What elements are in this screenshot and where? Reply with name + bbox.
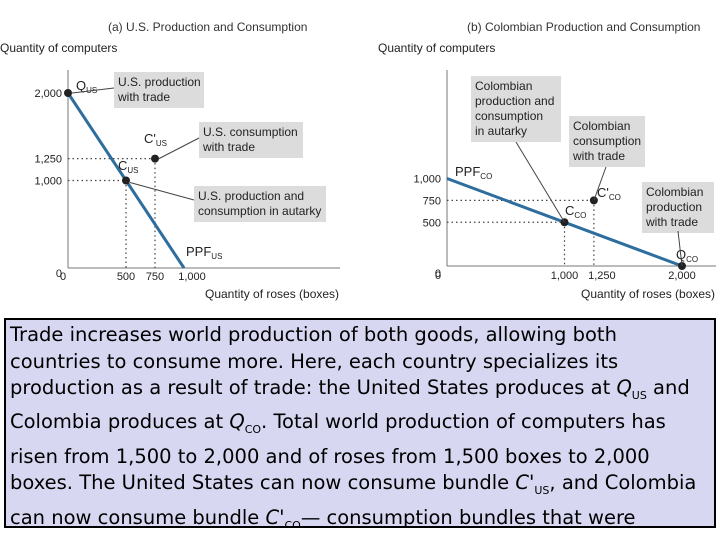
panel-b-ytick-2: 750 bbox=[423, 195, 441, 207]
panel-a-connector-autarky bbox=[129, 182, 195, 201]
panel-a-callout-autarky-line-1: consumption in autarky bbox=[198, 204, 321, 218]
panel-a-callout-autarky-line-0: U.S. production and bbox=[198, 189, 304, 203]
panel-a-label-q-main: Q bbox=[76, 78, 86, 93]
caption-q2: Q bbox=[229, 410, 245, 434]
panel-b-label-q-sub: CO bbox=[686, 255, 698, 264]
panel-a-callout-cons-line-0: U.S. consumption bbox=[203, 125, 298, 139]
panel-a-ytick-0: 0 bbox=[56, 268, 62, 280]
panel-b-label-cp-main: C' bbox=[597, 185, 609, 200]
caption-text-1: Trade increases world production of both… bbox=[10, 323, 619, 399]
panel-a-label-c-main: C bbox=[118, 158, 127, 173]
panel-a-point-2 bbox=[151, 154, 159, 163]
panel-a-connector-cons bbox=[158, 137, 200, 160]
panel-b-connector-cons bbox=[593, 166, 607, 201]
panel-a-callout-cons-box bbox=[199, 122, 303, 158]
caption-cp-co-sub: CO bbox=[284, 518, 301, 528]
caption-q: Q bbox=[616, 376, 632, 399]
caption-q-co-sub: CO bbox=[244, 423, 262, 437]
panel-b-label-c-main: C bbox=[565, 203, 574, 218]
panel-b-label-cp: C'CO bbox=[597, 185, 621, 202]
panel-b-xlabel: Quantity of roses (boxes) bbox=[581, 287, 715, 301]
panel-b-callout-prod-box bbox=[642, 182, 714, 233]
panel-a-xlabel: Quantity of roses (boxes) bbox=[205, 287, 339, 301]
panel-a-callout-prod-line-0: U.S. production bbox=[118, 75, 201, 89]
caption-cp2: C' bbox=[265, 505, 285, 528]
panel-a-ytick-2: 1,250 bbox=[34, 154, 62, 166]
panel-a-label-cp-sub: US bbox=[156, 139, 167, 148]
panel-a-label-ppf: PPFUS bbox=[186, 244, 222, 261]
panel-b-connector-autarky bbox=[515, 141, 565, 223]
caption-text-5: — consumption bundles that were unattain… bbox=[300, 505, 636, 528]
panel-a-xtick-1: 500 bbox=[117, 271, 135, 283]
panel-b-ytick-3: 1,000 bbox=[413, 174, 441, 186]
panel-a-label-ppf-sub: US bbox=[211, 252, 222, 261]
caption-text-4: , and Colombia can now consume bundle bbox=[10, 471, 697, 528]
chart-svg: (a) U.S. Production and Consumption Quan… bbox=[0, 20, 716, 301]
panel-a-point-1 bbox=[122, 176, 130, 185]
panel-a-label-c-sub: US bbox=[127, 166, 138, 175]
panel-b-callout-autarky-box bbox=[471, 76, 561, 142]
panel-b-label-cp-sub: CO bbox=[609, 193, 621, 202]
panel-b-connector-prod bbox=[677, 230, 683, 267]
panel-b-label-ppf-main: PPF bbox=[455, 164, 480, 179]
panel-b-callout-cons-box bbox=[569, 116, 645, 167]
panel-b-callout-cons-line-1: consumption bbox=[573, 134, 641, 148]
panel-a-ytick-3: 2,000 bbox=[34, 88, 62, 100]
figure: (a) U.S. Production and Consumption Quan… bbox=[0, 20, 716, 301]
panel-b-callout-prod-line-2: with trade bbox=[645, 215, 698, 229]
panel-b-title: (b) Colombian Production and Consumption bbox=[467, 20, 700, 34]
caption-text-3: . Total world production of computers ha… bbox=[10, 410, 666, 495]
panel-b-callout-autarky-line-3: in autarky bbox=[475, 124, 527, 138]
panel-b-ytick-1: 500 bbox=[423, 217, 441, 229]
panel-b-callout-prod-line-1: production bbox=[646, 200, 702, 214]
panel-a-callout-cons-line-1: with trade bbox=[202, 140, 255, 154]
panel-a-callout-autarky-box bbox=[194, 186, 326, 222]
panel-a-xtick-0: 0 bbox=[60, 271, 66, 283]
panel-b-xtick-3: 2,000 bbox=[668, 270, 696, 282]
panel-b-label-ppf: PPFCO bbox=[455, 164, 492, 181]
panel-a-label-cp-main: C' bbox=[144, 131, 156, 146]
panel-a-callout-prod-box bbox=[114, 72, 204, 108]
panel-a-ytick-1: 1,000 bbox=[34, 176, 62, 188]
caption-cp-us-sub: US bbox=[534, 484, 550, 498]
panel-b-callout-cons-line-2: with trade bbox=[572, 149, 625, 163]
panel-b-xtick-1: 1,000 bbox=[551, 270, 579, 282]
panel-b-ylabel: Quantity of computers bbox=[378, 41, 495, 55]
caption-box: Trade increases world production of both… bbox=[4, 318, 716, 528]
panel-b-callout-autarky-line-1: production and bbox=[475, 94, 554, 108]
panel-a-xtick-2: 750 bbox=[146, 271, 164, 283]
caption-q-us-sub: US bbox=[631, 388, 647, 402]
panel-a-connector-prod bbox=[71, 87, 115, 94]
panel-b-callout-prod-line-0: Colombian bbox=[646, 185, 703, 199]
panel-b-label-q: QCO bbox=[676, 247, 698, 264]
panel-b-callout-autarky-line-2: consumption bbox=[475, 109, 543, 123]
panel-b-callout-autarky-line-0: Colombian bbox=[475, 79, 532, 93]
panel-a-label-ppf-main: PPF bbox=[186, 244, 211, 259]
panel-a-label-cp: C'US bbox=[144, 131, 167, 148]
panel-b-label-ppf-sub: CO bbox=[480, 172, 492, 181]
panel-a-ylabel: Quantity of computers bbox=[0, 41, 117, 55]
panel-b-ytick-0: 0 bbox=[435, 268, 441, 280]
caption-cp: C' bbox=[515, 471, 535, 495]
panel-b-label-c-sub: CO bbox=[574, 211, 586, 220]
panel-b-xtick-2: 1,250 bbox=[588, 270, 616, 282]
panel-a-xtick-3: 1,000 bbox=[178, 271, 206, 283]
panel-b-label-c: CCO bbox=[565, 203, 586, 220]
panel-a-title: (a) U.S. Production and Consumption bbox=[108, 20, 307, 34]
panel-a-label-c: CUS bbox=[118, 158, 139, 175]
panel-b-callout-cons-line-0: Colombian bbox=[573, 119, 630, 133]
panel-b-xtick-0: 0 bbox=[435, 270, 441, 282]
caption-text-2: and Colombia produces at bbox=[10, 376, 690, 434]
panel-a-callout-prod-line-1: with trade bbox=[117, 90, 170, 104]
panel-a-point-0 bbox=[64, 89, 72, 97]
